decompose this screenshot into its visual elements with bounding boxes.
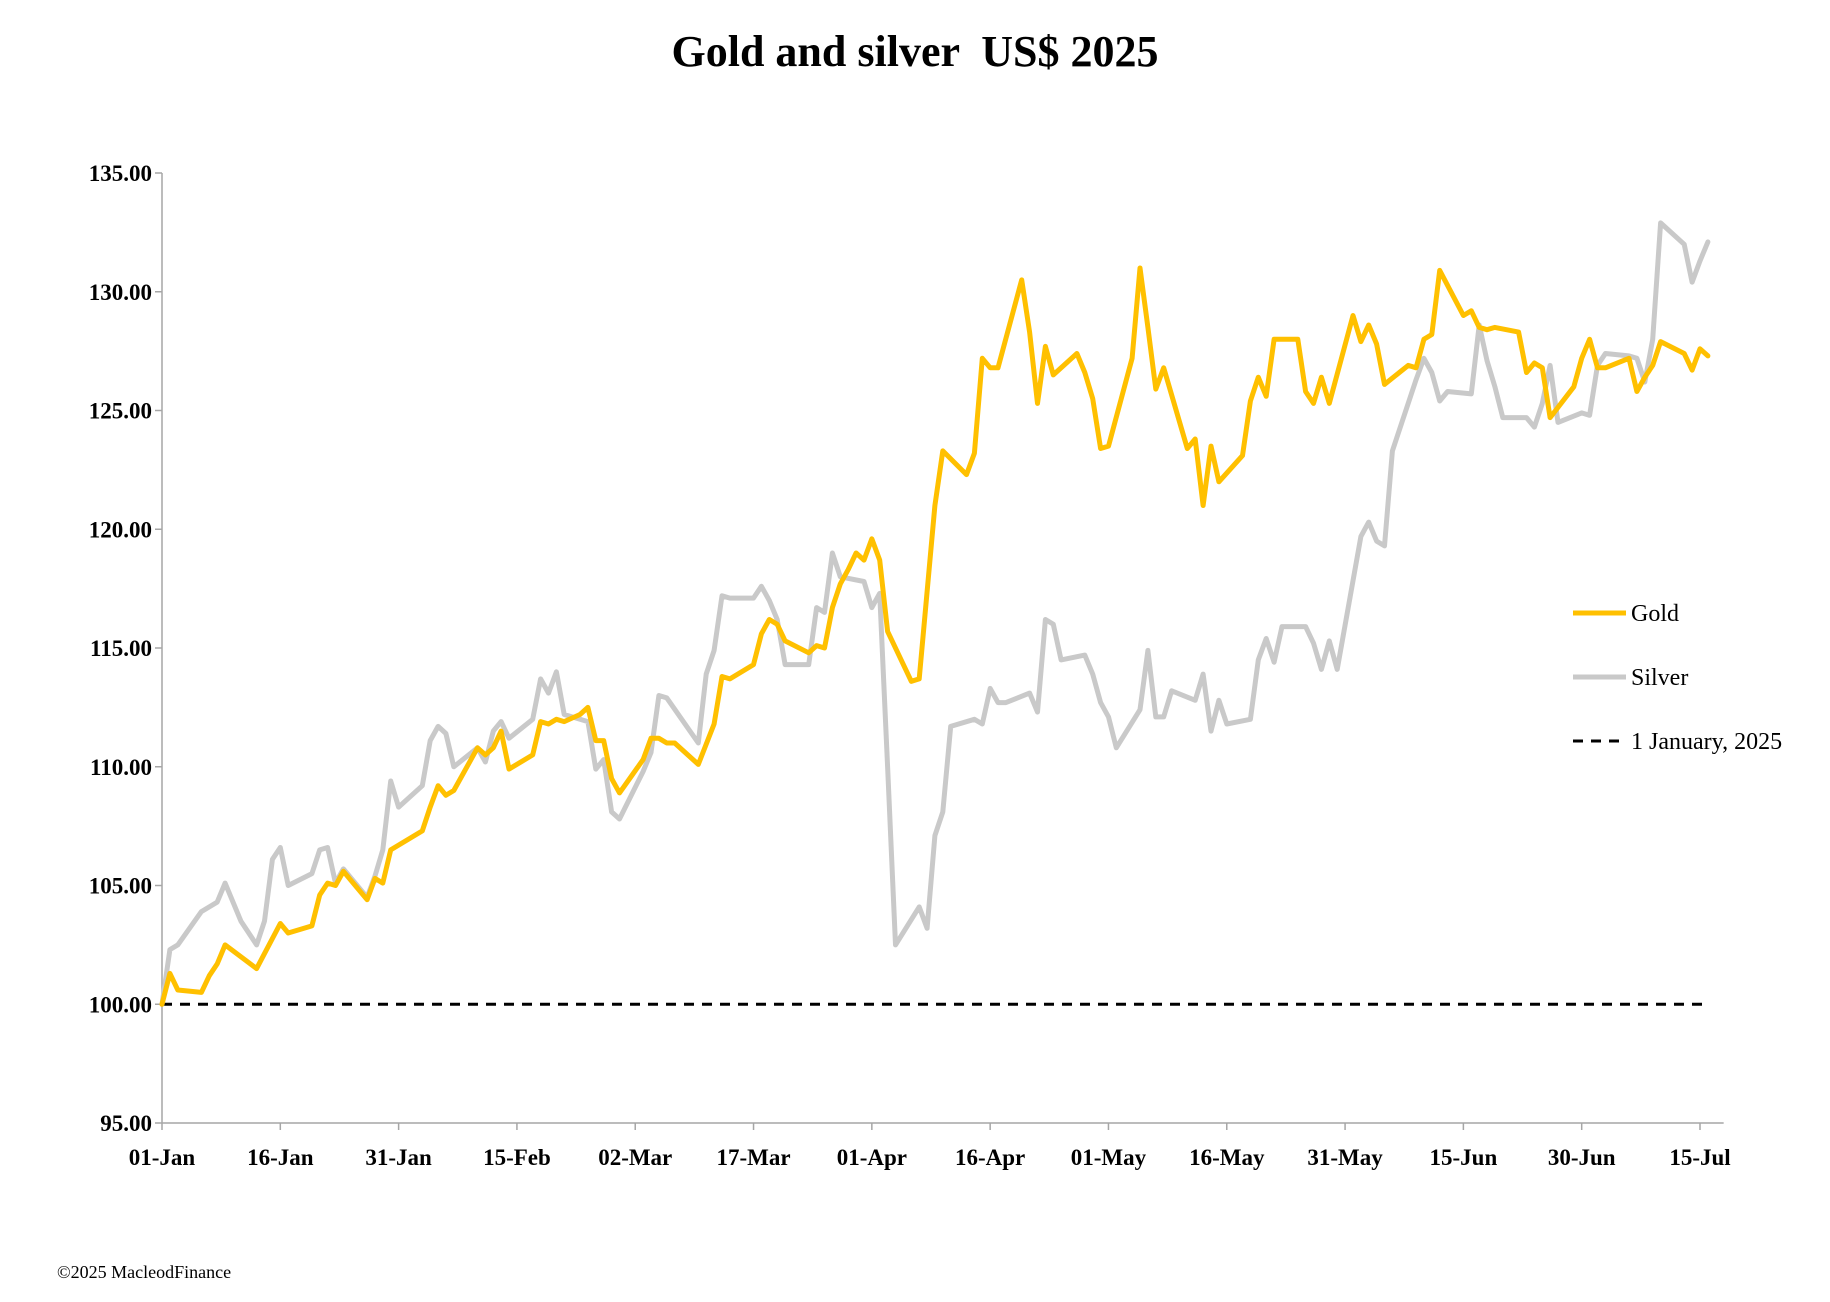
x-tick-label: 16-Apr	[955, 1145, 1025, 1170]
y-tick-label: 110.00	[90, 755, 152, 780]
x-tick-label: 15-Feb	[483, 1145, 551, 1170]
x-tick-label: 01-May	[1071, 1145, 1147, 1170]
y-tick-label: 100.00	[89, 992, 152, 1017]
x-tick-label: 31-May	[1307, 1145, 1383, 1170]
x-tick-label: 31-Jan	[365, 1145, 432, 1170]
x-tick-label: 02-Mar	[598, 1145, 672, 1170]
series-line-silver	[159, 220, 1711, 1007]
series-lines	[159, 220, 1711, 1007]
y-axis-ticks: 95.00 100.00 105.00 110.00 115.00 120.00 125.0…	[89, 161, 162, 1136]
series-line-gold	[159, 265, 1711, 1007]
y-tick-label: 105.00	[89, 874, 152, 899]
chart-title: Gold and silver US$ 2025	[671, 27, 1159, 76]
legend: Gold Silver 1 January, 2025	[1573, 601, 1782, 755]
x-axis-ticks: 01-Jan 16-Jan 31-Jan 15-Feb 02-Mar 17-Mar 01-A…	[129, 1123, 1731, 1170]
y-tick-label: 120.00	[89, 517, 152, 542]
x-tick-label: 30-Jun	[1548, 1145, 1616, 1170]
y-tick-label: 125.00	[89, 399, 152, 424]
x-tick-label: 16-May	[1189, 1145, 1265, 1170]
x-tick-label: 15-Jun	[1430, 1145, 1498, 1170]
x-tick-label: 16-Jan	[247, 1145, 314, 1170]
x-tick-label: 17-Mar	[716, 1145, 790, 1170]
legend-label: Gold	[1631, 601, 1679, 627]
legend-label: 1 January, 2025	[1631, 729, 1782, 755]
y-tick-label: 130.00	[89, 280, 152, 305]
axes	[161, 173, 1724, 1124]
copyright-text: ©2025 MacleodFinance	[57, 1262, 232, 1282]
y-tick-label: 135.00	[89, 161, 152, 186]
y-tick-label: 115.00	[90, 636, 152, 661]
x-tick-label: 01-Apr	[837, 1145, 907, 1170]
x-tick-label: 15-Jul	[1669, 1145, 1730, 1170]
y-tick-label: 95.00	[100, 1111, 152, 1136]
legend-label: Silver	[1631, 665, 1688, 691]
x-tick-label: 01-Jan	[129, 1145, 196, 1170]
